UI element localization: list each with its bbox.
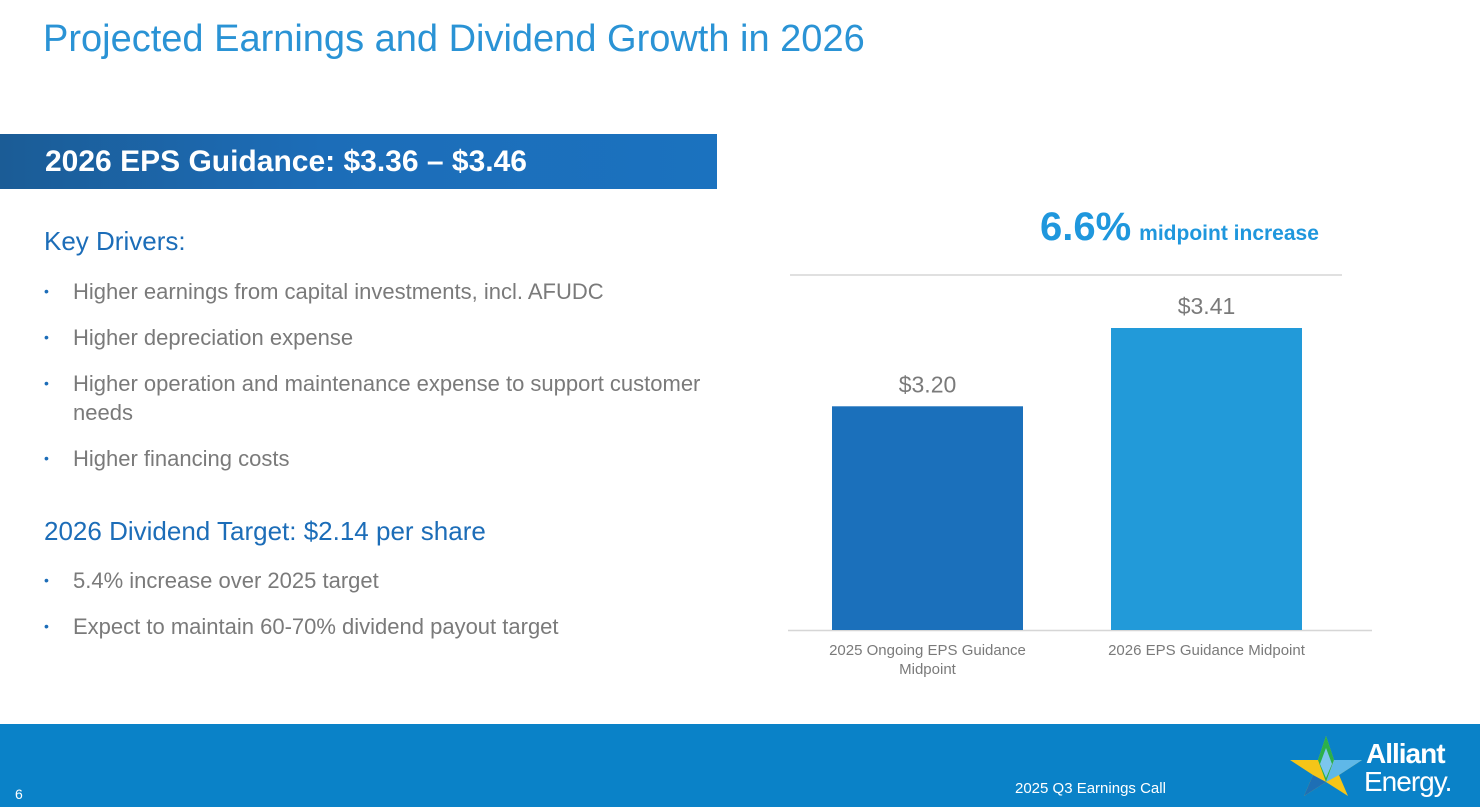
bar-2 [1111,328,1302,630]
category-label-2: 2026 EPS Guidance Midpoint [1108,642,1306,659]
midpoint-increase-label: midpoint increase [1139,222,1319,245]
bullet-icon: • [44,375,49,391]
star-logo-icon [1290,736,1362,796]
data-label-1: $3.20 [899,371,957,397]
bullet-icon: • [44,572,49,588]
eps-bar-chart: $3.20 2025 Ongoing EPS Guidance Midpoint $3… [788,274,1372,678]
slide-title: Projected Earnings and Dividend Growth i… [43,18,865,60]
key-drivers-heading: Key Drivers: [44,226,186,256]
data-label-2: $3.41 [1178,293,1236,319]
alliant-energy-logo: Alliant Energy. [1288,732,1458,802]
bar-1 [832,406,1023,630]
page-number: 6 [15,786,23,802]
bullet-icon: • [44,450,49,466]
footer-bar: 6 2025 Q3 Earnings Call Alliant Energy. [0,724,1480,807]
logo-text-line1: Alliant [1366,738,1446,769]
logo-text-line2: Energy. [1364,766,1452,797]
eps-guidance-banner: 2026 EPS Guidance: $3.36 – $3.46 [0,134,717,189]
bullet-icon: • [44,329,49,345]
list-item: • Higher depreciation expense [44,325,354,350]
dividend-target-heading: 2026 Dividend Target: $2.14 per share [44,516,486,546]
dividend-list: • 5.4% increase over 2025 target • Expect … [44,566,704,658]
midpoint-increase-value: 6.6% [1040,205,1132,249]
list-item: • Higher operation and maintenance expens… [44,371,701,425]
list-item: • Higher earnings from capital investment… [44,279,604,304]
key-drivers-list: • Higher earnings from capital investment… [44,277,704,490]
list-item: • 5.4% increase over 2025 target [44,568,379,593]
category-label-1: 2025 Ongoing EPS Guidance Midpoint [829,642,1026,678]
event-name: 2025 Q3 Earnings Call [1015,780,1166,797]
eps-guidance-text: 2026 EPS Guidance: $3.36 – $3.46 [45,145,527,178]
bullet-icon: • [44,618,49,634]
bullet-icon: • [44,283,49,299]
list-item: • Expect to maintain 60-70% dividend payo… [44,614,559,639]
midpoint-increase-callout: 6.6% midpoint increase [1040,205,1319,250]
list-item: • Higher financing costs [44,446,290,471]
